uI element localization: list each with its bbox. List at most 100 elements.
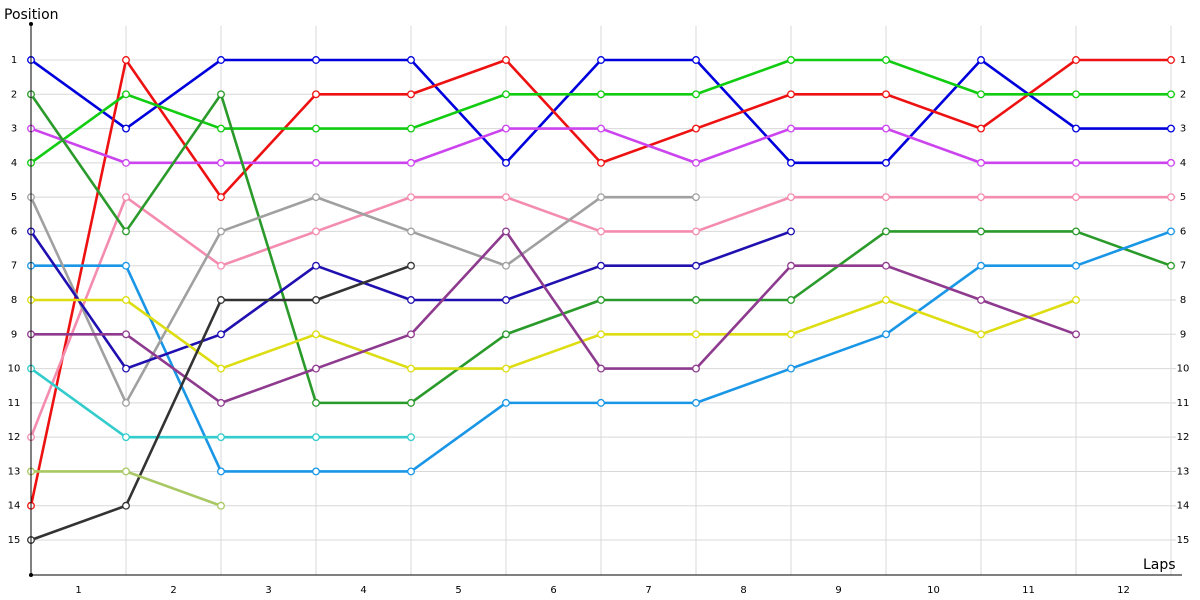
series-marker <box>692 227 700 236</box>
series-marker <box>597 158 605 167</box>
x-tick-label: 3 <box>265 585 271 596</box>
series-marker <box>122 227 130 236</box>
y-tick-label: 3 <box>11 124 17 135</box>
series-marker <box>122 433 130 442</box>
series-marker <box>1167 227 1175 236</box>
series-marker <box>502 364 510 373</box>
series-marker <box>597 227 605 236</box>
series-marker <box>502 227 510 236</box>
series-marker <box>977 193 985 202</box>
x-tick-label: 1 <box>75 585 81 596</box>
y-tick-label-right: 14 <box>1177 501 1190 512</box>
series-marker <box>1167 158 1175 167</box>
series-marker <box>122 90 130 99</box>
series-marker <box>122 501 130 510</box>
y-tick-label-right: 4 <box>1180 158 1186 169</box>
y-tick-label: 13 <box>8 466 21 477</box>
series-marker <box>502 124 510 133</box>
y-axis-title: Position <box>4 7 59 23</box>
x-tick-label: 7 <box>645 585 651 596</box>
series-marker <box>882 193 890 202</box>
series-marker <box>597 193 605 202</box>
origin-dot <box>29 573 33 577</box>
series-marker <box>1072 158 1080 167</box>
x-tick-label: 5 <box>455 585 461 596</box>
series-marker <box>312 56 320 64</box>
series-marker <box>787 261 795 270</box>
series-marker <box>312 364 320 373</box>
series-marker <box>122 364 130 373</box>
y-tick-label: 4 <box>11 158 17 169</box>
y-tick-label-right: 15 <box>1177 535 1190 546</box>
series-marker <box>1167 261 1175 270</box>
series-marker <box>217 296 225 304</box>
series-marker <box>1072 227 1080 236</box>
series-marker <box>217 261 225 270</box>
y-tick-label: 9 <box>11 329 17 340</box>
series-marker <box>882 296 890 304</box>
series-marker <box>1072 296 1080 304</box>
series-marker <box>122 261 130 270</box>
series-marker <box>882 330 890 339</box>
series-marker <box>977 227 985 236</box>
series-marker <box>217 124 225 133</box>
series-marker <box>882 56 890 64</box>
series-marker <box>882 261 890 270</box>
series-marker <box>787 296 795 304</box>
series-marker <box>312 261 320 270</box>
y-tick-label-right: 3 <box>1180 124 1186 135</box>
series-marker <box>787 227 795 236</box>
series-marker <box>1167 193 1175 202</box>
y-tick-label-right: 9 <box>1180 329 1186 340</box>
series-marker <box>407 330 415 339</box>
y-tick-label: 7 <box>11 261 17 272</box>
series-marker <box>787 158 795 167</box>
series-marker <box>597 364 605 373</box>
x-tick-label: 2 <box>170 585 176 596</box>
y-tick-label-right: 10 <box>1177 364 1190 375</box>
y-tick-label-right: 1 <box>1180 55 1186 66</box>
series-marker <box>977 330 985 339</box>
series-marker <box>217 193 225 202</box>
series-marker <box>407 90 415 99</box>
y-tick-label-right: 2 <box>1180 89 1186 100</box>
series-marker <box>502 56 510 64</box>
series-marker <box>1167 124 1175 133</box>
series-marker <box>502 158 510 167</box>
series-marker <box>787 124 795 133</box>
series-marker <box>122 296 130 304</box>
series-marker <box>977 296 985 304</box>
series-marker <box>502 90 510 99</box>
series-marker <box>502 296 510 304</box>
series-marker <box>217 398 225 407</box>
series-marker <box>787 90 795 99</box>
y-tick-label: 11 <box>8 398 21 409</box>
series-marker <box>312 330 320 339</box>
series-marker <box>407 124 415 133</box>
y-tick-label: 2 <box>11 89 17 100</box>
series-marker <box>787 56 795 64</box>
series-marker <box>692 261 700 270</box>
series-marker <box>597 296 605 304</box>
series-marker <box>312 433 320 442</box>
series-marker <box>502 193 510 202</box>
series-marker <box>692 56 700 64</box>
series-marker <box>977 56 985 64</box>
y-tick-label-right: 6 <box>1180 226 1186 237</box>
series-marker <box>407 261 415 270</box>
y-tick-label: 14 <box>8 501 21 512</box>
x-tick-label: 9 <box>835 585 841 596</box>
series-marker <box>312 296 320 304</box>
series-marker <box>122 330 130 339</box>
series-marker <box>692 296 700 304</box>
series-marker <box>217 56 225 64</box>
series-marker <box>977 90 985 99</box>
x-axis-title: Laps <box>1143 557 1176 573</box>
series-marker <box>312 193 320 202</box>
series-line <box>31 298 1077 370</box>
y-axis-arrow <box>29 22 33 26</box>
series-marker <box>882 158 890 167</box>
series-marker <box>787 330 795 339</box>
y-tick-label-right: 7 <box>1180 261 1186 272</box>
